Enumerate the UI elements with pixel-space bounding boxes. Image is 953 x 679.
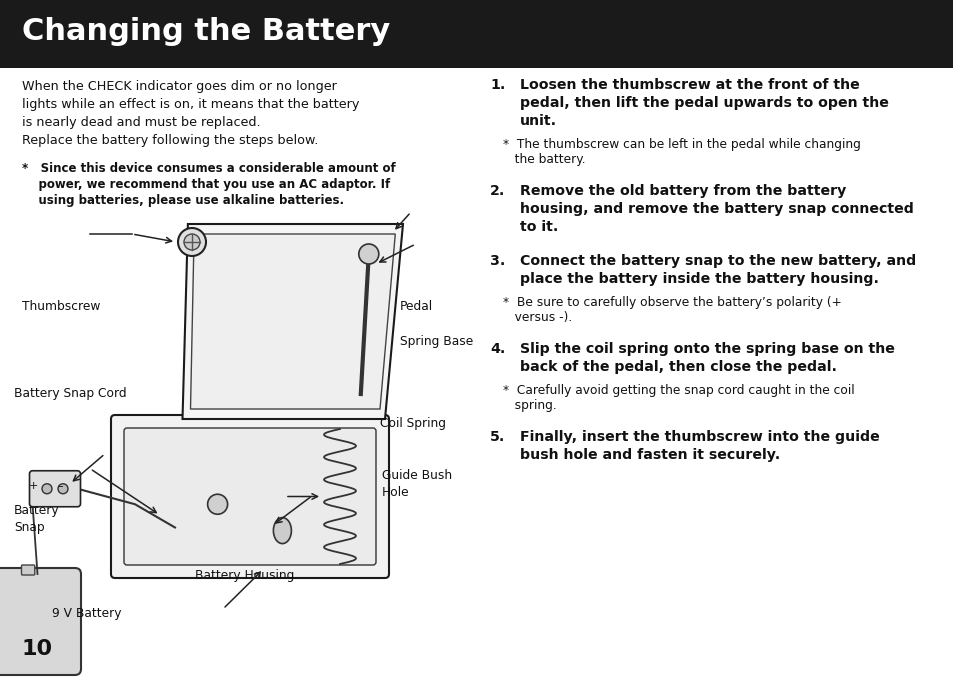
Circle shape — [358, 244, 378, 264]
FancyBboxPatch shape — [0, 568, 81, 675]
Text: pedal, then lift the pedal upwards to open the: pedal, then lift the pedal upwards to op… — [519, 96, 888, 110]
FancyBboxPatch shape — [124, 428, 375, 565]
Text: 10: 10 — [22, 639, 53, 659]
Text: Slip the coil spring onto the spring base on the: Slip the coil spring onto the spring bas… — [519, 342, 894, 356]
Text: power, we recommend that you use an AC adaptor. If: power, we recommend that you use an AC a… — [22, 178, 390, 191]
Text: When the CHECK indicator goes dim or no longer: When the CHECK indicator goes dim or no … — [22, 80, 336, 93]
Text: 3.: 3. — [490, 254, 505, 268]
Text: *   Since this device consumes a considerable amount of: * Since this device consumes a considera… — [22, 162, 395, 175]
Text: the battery.: the battery. — [502, 153, 585, 166]
FancyBboxPatch shape — [22, 565, 34, 575]
Text: *  Carefully avoid getting the snap cord caught in the coil: * Carefully avoid getting the snap cord … — [502, 384, 854, 397]
Text: +: + — [29, 481, 38, 491]
Text: versus -).: versus -). — [502, 311, 572, 324]
Text: Battery Housing: Battery Housing — [194, 570, 294, 583]
Ellipse shape — [208, 494, 228, 514]
Text: Pedal: Pedal — [399, 299, 433, 312]
Text: 5.: 5. — [490, 430, 505, 444]
FancyBboxPatch shape — [0, 0, 953, 68]
Circle shape — [58, 483, 68, 494]
Circle shape — [42, 483, 52, 494]
Text: to it.: to it. — [519, 220, 558, 234]
Text: Connect the battery snap to the new battery, and: Connect the battery snap to the new batt… — [519, 254, 915, 268]
Text: lights while an effect is on, it means that the battery: lights while an effect is on, it means t… — [22, 98, 359, 111]
Text: housing, and remove the battery snap connected: housing, and remove the battery snap con… — [519, 202, 913, 216]
Text: *  Be sure to carefully observe the battery’s polarity (+: * Be sure to carefully observe the batte… — [502, 296, 841, 309]
Text: Replace the battery following the steps below.: Replace the battery following the steps … — [22, 134, 318, 147]
Text: Battery
Snap: Battery Snap — [14, 504, 59, 534]
Circle shape — [178, 228, 206, 256]
Text: 9 V Battery: 9 V Battery — [52, 606, 121, 619]
FancyBboxPatch shape — [111, 415, 389, 578]
Text: 1.: 1. — [490, 78, 505, 92]
Text: spring.: spring. — [502, 399, 557, 412]
Text: 2.: 2. — [490, 184, 505, 198]
Polygon shape — [182, 224, 402, 419]
Text: back of the pedal, then close the pedal.: back of the pedal, then close the pedal. — [519, 360, 836, 374]
Text: place the battery inside the battery housing.: place the battery inside the battery hou… — [519, 272, 878, 286]
Text: using batteries, please use alkaline batteries.: using batteries, please use alkaline bat… — [22, 194, 344, 207]
Text: Loosen the thumbscrew at the front of the: Loosen the thumbscrew at the front of th… — [519, 78, 859, 92]
Text: is nearly dead and must be replaced.: is nearly dead and must be replaced. — [22, 116, 260, 129]
Text: –: – — [57, 481, 63, 491]
Text: *  The thumbscrew can be left in the pedal while changing: * The thumbscrew can be left in the peda… — [502, 138, 860, 151]
Text: bush hole and fasten it securely.: bush hole and fasten it securely. — [519, 448, 780, 462]
FancyBboxPatch shape — [30, 471, 80, 507]
Text: Coil Spring: Coil Spring — [379, 418, 446, 430]
Ellipse shape — [274, 517, 291, 544]
Circle shape — [184, 234, 200, 250]
Text: unit.: unit. — [519, 114, 557, 128]
Text: Finally, insert the thumbscrew into the guide: Finally, insert the thumbscrew into the … — [519, 430, 879, 444]
Text: Guide Bush
Hole: Guide Bush Hole — [381, 469, 452, 499]
Polygon shape — [191, 234, 395, 409]
Text: Battery Snap Cord: Battery Snap Cord — [14, 388, 127, 401]
Text: Thumbscrew: Thumbscrew — [22, 299, 100, 312]
Text: Remove the old battery from the battery: Remove the old battery from the battery — [519, 184, 845, 198]
Text: Spring Base: Spring Base — [399, 335, 473, 348]
Text: Changing the Battery: Changing the Battery — [22, 16, 390, 45]
Text: 4.: 4. — [490, 342, 505, 356]
